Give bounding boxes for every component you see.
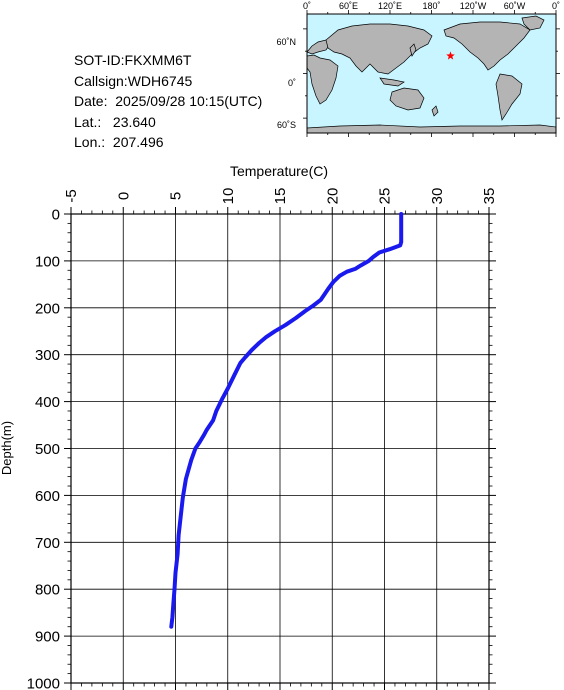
map-lon-label: 60˚E xyxy=(339,1,358,11)
y-tick-labels: 0 100 200 300 400 500 600 700 800 900 10… xyxy=(27,207,60,690)
map-lat-labels: 60˚N 0˚ 60˚S xyxy=(276,37,296,130)
y-tick-label: 1000 xyxy=(27,676,60,690)
y-tick-label: 200 xyxy=(35,300,60,317)
y-tick-label: 500 xyxy=(35,441,60,458)
y-axis-title: Depth(m) xyxy=(0,421,14,475)
x-tick-label: 15 xyxy=(272,188,289,205)
x-tick-label: 35 xyxy=(481,188,498,205)
x-tick-label: 5 xyxy=(168,192,185,200)
y-tick-label: 600 xyxy=(35,488,60,505)
temperature-profile-line xyxy=(169,212,404,629)
longitude-text: Lon.: 207.496 xyxy=(74,134,164,150)
map-lon-labels: 0˚ 60˚E 120˚E 180˚ 120˚W 60˚W 0˚ xyxy=(303,1,560,11)
map-lon-label: 60˚W xyxy=(504,1,526,11)
land-north-america xyxy=(443,21,531,71)
map-lon-label: 0˚ xyxy=(303,1,311,11)
map-lat-label: 0˚ xyxy=(288,78,296,88)
latitude-text: Lat.: 23.640 xyxy=(74,113,156,130)
land-africa xyxy=(306,54,339,105)
map-lon-label: 120˚E xyxy=(378,1,402,11)
land-australia xyxy=(389,87,425,111)
land-japan xyxy=(409,43,417,57)
sot-id-text: SOT-ID:FKXMM6T xyxy=(74,52,192,68)
x-tick-label: -5 xyxy=(63,189,80,202)
y-tick-label: 0 xyxy=(52,207,60,224)
callsign-text: Callsign:WDH6745 xyxy=(74,72,193,89)
land-south-america xyxy=(495,73,523,121)
y-tick-label: 300 xyxy=(35,347,60,364)
x-tick-label: 25 xyxy=(377,188,394,205)
x-tick-label: 10 xyxy=(220,188,237,205)
map-lon-label: 180˚ xyxy=(422,1,440,11)
y-tick-label: 800 xyxy=(35,582,60,599)
map-ticks xyxy=(303,10,560,137)
x-tick-labels: -5 0 5 10 15 20 25 30 35 xyxy=(63,188,498,205)
x-tick-label: 0 xyxy=(115,192,132,200)
y-tick-label: 700 xyxy=(35,535,60,552)
position-marker-star-icon xyxy=(446,51,455,60)
map-land xyxy=(306,15,557,134)
x-axis-title: Temperature(C) xyxy=(230,163,328,179)
y-tick-label: 100 xyxy=(35,253,60,270)
y-tick-label: 400 xyxy=(35,394,60,411)
land-asia xyxy=(325,23,433,75)
land-greenland xyxy=(521,15,545,31)
grid-lines xyxy=(71,214,489,683)
map-lat-label: 60˚S xyxy=(277,120,296,130)
plot-frame xyxy=(70,213,490,684)
land-indonesia xyxy=(379,77,405,87)
world-map: 0˚ 60˚E 120˚E 180˚ 120˚W 60˚W 0˚ 60˚N 0˚… xyxy=(276,1,560,137)
map-lon-label: 120˚W xyxy=(460,1,487,11)
date-text: Date: 2025/09/28 10:15(UTC) xyxy=(74,93,263,109)
y-tick-label: 900 xyxy=(35,629,60,646)
metadata-block: SOT-ID:FKXMM6T Callsign:WDH6745 Date: 20… xyxy=(74,50,262,153)
map-lat-label: 60˚N xyxy=(276,37,296,47)
x-tick-label: 30 xyxy=(429,188,446,205)
x-tick-label: 20 xyxy=(324,188,341,205)
land-new-zealand xyxy=(431,105,439,117)
map-lon-label: 0˚ xyxy=(552,1,560,11)
